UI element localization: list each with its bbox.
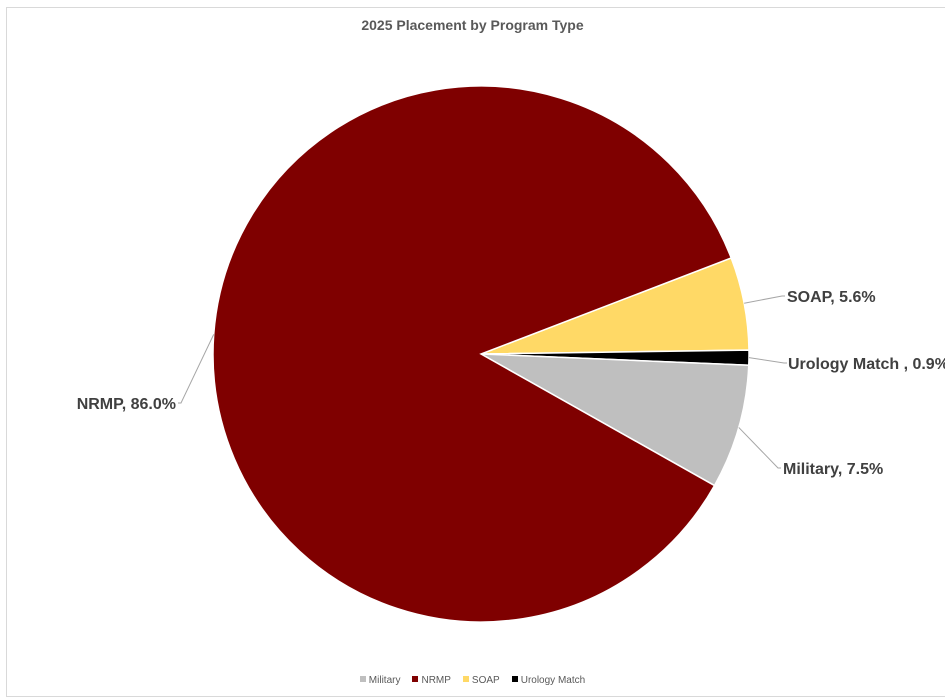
legend-label: NRMP <box>421 675 451 686</box>
data-label: SOAP, 5.6% <box>787 289 876 306</box>
legend-label: SOAP <box>471 675 500 686</box>
chart-legend: Military NRMP SOAP Urology Match <box>0 675 945 686</box>
data-label: Urology Match , 0.9% <box>788 356 945 373</box>
legend-swatch <box>359 676 366 682</box>
data-label: NRMP, 86.0% <box>77 396 176 413</box>
data-label: Military, 7.5% <box>783 461 883 478</box>
legend-item: SOAP <box>462 675 500 686</box>
legend-label: Urology Match <box>520 675 586 686</box>
legend-label: Military <box>368 675 401 686</box>
chart-title: 2025 Placement by Program Type <box>361 17 584 33</box>
leader-line <box>744 295 785 304</box>
leader-line <box>738 427 781 469</box>
legend-swatch <box>412 676 419 682</box>
legend-swatch <box>511 676 518 682</box>
pie-slice-nrmp <box>212 85 733 623</box>
leader-line <box>178 334 215 404</box>
legend-item: NRMP <box>412 675 451 686</box>
legend-swatch <box>462 676 469 682</box>
leader-line <box>748 357 787 364</box>
legend-item: Urology Match <box>511 675 586 686</box>
pie-slice-military <box>480 353 750 487</box>
legend-item: Military <box>359 675 401 686</box>
